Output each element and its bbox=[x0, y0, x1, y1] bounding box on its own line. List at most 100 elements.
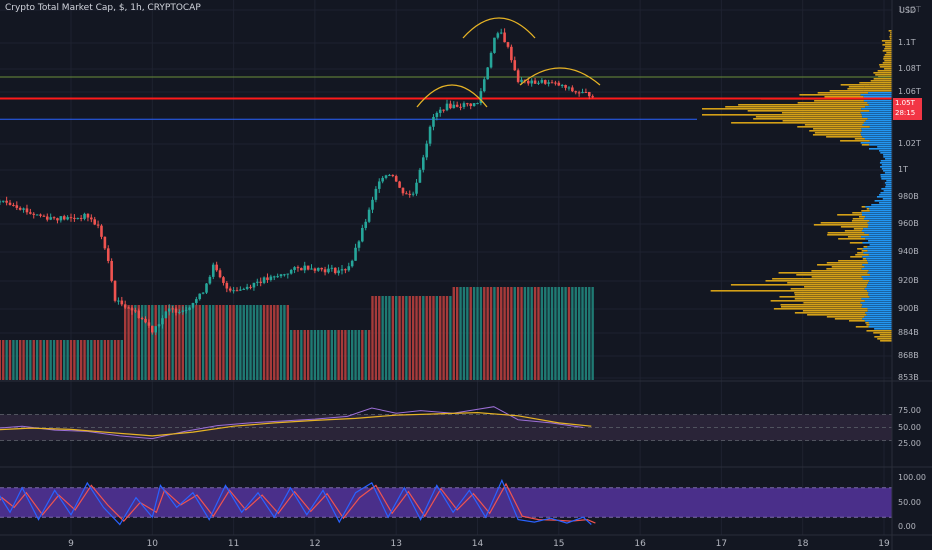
candle-body bbox=[422, 157, 425, 170]
profile-bar-outside bbox=[826, 262, 869, 264]
profile-bar-value-area bbox=[863, 96, 892, 98]
candle-body bbox=[300, 268, 303, 271]
volume-bar bbox=[395, 296, 398, 380]
candle-body bbox=[181, 310, 185, 313]
profile-bar-value-area bbox=[881, 188, 892, 190]
profile-bar-value-area bbox=[866, 258, 892, 260]
horizontal-levels[interactable] bbox=[0, 76, 892, 120]
volume-bar bbox=[567, 287, 571, 380]
volume-bar bbox=[191, 305, 195, 380]
candle-body bbox=[496, 33, 500, 38]
head-and-shoulders-arcs[interactable] bbox=[416, 17, 601, 108]
candle-body bbox=[357, 241, 361, 248]
profile-bar-value-area bbox=[867, 308, 892, 310]
current-price-tag: 1.05T 28:15 bbox=[893, 98, 922, 120]
profile-bar-outside bbox=[811, 270, 869, 272]
volume-bar bbox=[493, 287, 496, 380]
profile-bar-outside bbox=[861, 250, 868, 252]
volume-bar bbox=[367, 330, 371, 380]
volume-bar bbox=[496, 287, 500, 380]
candle-body bbox=[350, 260, 354, 267]
profile-bar-outside bbox=[773, 308, 868, 310]
profile-bar-outside bbox=[747, 110, 870, 112]
profile-bar-value-area bbox=[861, 230, 892, 232]
candle-body bbox=[42, 215, 46, 217]
profile-bar-outside bbox=[811, 276, 862, 278]
profile-bar-value-area bbox=[861, 212, 892, 214]
volume-bar bbox=[303, 330, 306, 380]
profile-bar-outside bbox=[855, 254, 869, 256]
profile-bar-outside bbox=[855, 326, 869, 328]
volume-bar bbox=[29, 340, 32, 380]
candle-body bbox=[1, 200, 5, 202]
candle-body bbox=[340, 269, 344, 271]
profile-bar-outside bbox=[849, 242, 863, 244]
candle-body bbox=[69, 217, 73, 219]
price-tick-label: 940B bbox=[898, 247, 919, 256]
profile-bar-value-area bbox=[861, 306, 892, 308]
volume-bar bbox=[66, 340, 69, 380]
profile-bar-value-area bbox=[888, 30, 892, 32]
profile-bar-value-area bbox=[880, 176, 892, 178]
stoch-tick-label: 0.00 bbox=[898, 522, 916, 531]
time-tick-label: 18 bbox=[797, 539, 809, 549]
profile-bar-value-area bbox=[867, 290, 892, 292]
profile-bar-outside bbox=[866, 208, 870, 210]
profile-bar-outside bbox=[863, 246, 868, 248]
profile-bar-outside bbox=[794, 294, 869, 296]
profile-bar-value-area bbox=[864, 300, 892, 302]
stoch-k-line bbox=[0, 478, 592, 526]
candle-body bbox=[540, 80, 544, 83]
volume-bar bbox=[527, 287, 530, 380]
volume-bar bbox=[242, 305, 245, 380]
profile-bar-outside bbox=[826, 268, 862, 270]
volume-bar bbox=[137, 305, 140, 380]
candle-body bbox=[90, 217, 93, 220]
volume-bar bbox=[103, 340, 107, 380]
volume-bar bbox=[544, 287, 547, 380]
candle-body bbox=[323, 269, 327, 273]
time-axis[interactable]: 9 10 11 12 13 14 15 16 17 18 19 bbox=[68, 539, 890, 549]
profile-bar-value-area bbox=[886, 180, 892, 182]
volume-bar bbox=[2, 340, 5, 380]
profile-bar-outside bbox=[838, 260, 868, 262]
profile-bar-outside bbox=[858, 216, 866, 218]
pattern-arc bbox=[416, 84, 488, 108]
candle-body bbox=[587, 92, 591, 97]
candle-body bbox=[327, 268, 330, 273]
profile-bar-value-area bbox=[865, 206, 892, 208]
volume-bar bbox=[93, 340, 96, 380]
stoch-d-line bbox=[0, 482, 596, 524]
candle-body bbox=[310, 268, 313, 270]
profile-bar-outside bbox=[840, 140, 870, 142]
volume-bar bbox=[256, 305, 259, 380]
volume-bar bbox=[208, 305, 212, 380]
profile-bar-value-area bbox=[869, 280, 892, 282]
volume-bar bbox=[550, 287, 554, 380]
profile-bar-value-area bbox=[861, 236, 892, 238]
volume-bar bbox=[222, 305, 225, 380]
candle-body bbox=[459, 106, 462, 108]
volume-bar bbox=[15, 340, 18, 380]
price-tick-label: 1.1T bbox=[898, 38, 916, 47]
volume-bar bbox=[442, 296, 445, 380]
volume-bar bbox=[537, 287, 540, 380]
profile-bar-value-area bbox=[865, 120, 892, 122]
candle-body bbox=[83, 213, 86, 219]
profile-bar-value-area bbox=[873, 332, 892, 334]
profile-bar-outside bbox=[848, 86, 865, 88]
candle-body bbox=[489, 52, 493, 68]
profile-bar-outside bbox=[834, 318, 863, 320]
candle-body bbox=[151, 325, 154, 333]
candle-body bbox=[293, 267, 296, 270]
profile-bar-outside bbox=[780, 306, 862, 308]
profile-bar-value-area bbox=[885, 186, 892, 188]
candle-body bbox=[191, 302, 195, 308]
volume-bar bbox=[340, 330, 344, 380]
profile-bar-value-area bbox=[876, 196, 892, 198]
profile-bar-value-area bbox=[880, 160, 892, 162]
candle-body bbox=[45, 216, 49, 220]
profile-bar-value-area bbox=[862, 278, 892, 280]
